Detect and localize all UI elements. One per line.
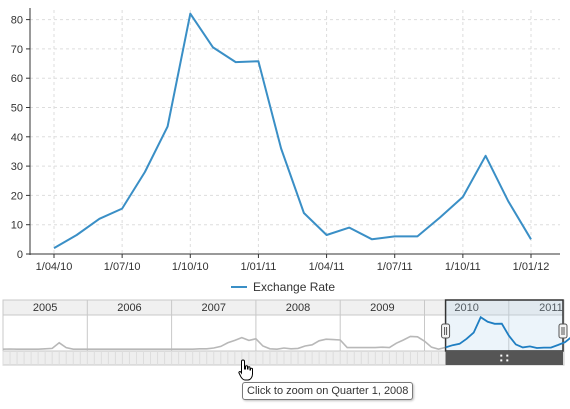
zoom-tooltip: Click to zoom on Quarter 1, 2008 [242, 382, 414, 400]
navigator-year-label: 2008 [286, 302, 310, 314]
x-tick-label: 1/04/11 [309, 261, 345, 273]
x-tick-label: 1/04/10 [36, 261, 73, 273]
y-tick-label: 0 [17, 249, 23, 261]
navigator-grip-dot [500, 354, 503, 357]
y-axis-ticks: 0 10 20 30 40 50 60 70 80 [11, 15, 30, 261]
x-tick-label: 1/01/11 [240, 261, 276, 273]
navigator-grip-dot [506, 354, 509, 357]
legend-label: Exchange Rate [253, 280, 336, 294]
navigator-scrollbar-thumb [445, 351, 563, 365]
y-tick-label: 40 [11, 132, 23, 144]
hand-cursor-icon [238, 359, 253, 381]
y-tick-label: 80 [11, 15, 23, 27]
legend-swatch [231, 286, 247, 288]
navigator-handle [558, 323, 568, 339]
navigator-selection-line [445, 315, 570, 349]
navigator-overview-line [2, 335, 446, 351]
y-tick-label: 70 [11, 44, 23, 56]
exchange-rate-line [53, 12, 532, 249]
y-tick-label: 50 [11, 103, 23, 115]
x-tick-label: 1/10/11 [445, 261, 481, 273]
navigator-handle [441, 323, 451, 339]
navigator-years: 2005 2006 2007 2008 2009 2010 2011 [2, 300, 563, 351]
y-tick-label: 30 [11, 161, 23, 173]
legend[interactable]: Exchange Rate [231, 279, 335, 295]
x-tick-label: 1/07/11 [377, 261, 413, 273]
y-tick-label: 10 [11, 220, 23, 232]
x-tick-label: 1/07/10 [104, 261, 141, 273]
navigator-overview [2, 335, 446, 351]
y-tick-label: 60 [11, 73, 23, 85]
x-tick-label: 1/10/10 [172, 261, 209, 273]
x-tick-label: 1/01/12 [513, 261, 550, 273]
navigator-year-label: 2007 [202, 302, 226, 314]
x-axis-ticks: 1/04/10 1/07/10 1/10/10 1/01/11 1/04/11 1/07/… [36, 254, 550, 273]
navigator-selection[interactable] [441, 299, 570, 365]
navigator-grip-dot [500, 359, 503, 362]
navigator-year-label: 2010 [454, 302, 478, 314]
navigator-year-label: 2011 [539, 302, 563, 314]
navigator-year-label: 2005 [33, 302, 57, 314]
series-layer[interactable] [53, 12, 532, 249]
navigator-year-label: 2009 [370, 302, 394, 314]
y-tick-label: 20 [11, 190, 23, 202]
navigator-selection-window [444, 299, 564, 352]
navigator-year-label: 2006 [117, 302, 141, 314]
grid-lines [30, 10, 560, 254]
navigator[interactable]: 2005 2006 2007 2008 2009 2010 2011 [0, 298, 570, 368]
navigator-grip-dot [506, 359, 509, 362]
